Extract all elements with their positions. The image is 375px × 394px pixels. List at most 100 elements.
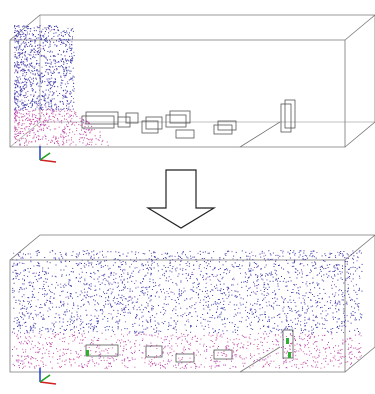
particle bbox=[308, 307, 310, 309]
particle bbox=[200, 299, 201, 301]
particle bbox=[50, 291, 52, 293]
particle bbox=[22, 348, 24, 350]
particle bbox=[94, 309, 96, 311]
particle bbox=[163, 275, 165, 277]
particle bbox=[58, 144, 60, 146]
particle bbox=[52, 85, 53, 87]
particle bbox=[71, 60, 73, 62]
particle bbox=[108, 295, 109, 297]
particle bbox=[166, 253, 168, 255]
particle bbox=[35, 351, 37, 353]
particle bbox=[23, 95, 25, 97]
particle bbox=[44, 93, 46, 95]
particle bbox=[305, 275, 307, 277]
particle bbox=[55, 128, 57, 130]
particle bbox=[64, 283, 66, 285]
particle bbox=[320, 307, 321, 309]
box-back-edge bbox=[9, 121, 41, 148]
particle bbox=[338, 352, 340, 354]
particle bbox=[30, 122, 32, 124]
particles-before bbox=[14, 25, 109, 146]
particle bbox=[69, 285, 71, 287]
particle bbox=[178, 357, 180, 359]
particle bbox=[181, 339, 183, 341]
particle bbox=[248, 277, 250, 279]
particle bbox=[249, 262, 251, 264]
particle bbox=[29, 123, 30, 125]
particle bbox=[189, 357, 191, 359]
particle bbox=[99, 136, 101, 138]
particle bbox=[29, 83, 31, 85]
particle bbox=[173, 328, 175, 330]
particle bbox=[221, 307, 223, 309]
particle bbox=[98, 363, 100, 365]
particle bbox=[301, 306, 303, 308]
particle bbox=[30, 328, 32, 330]
particle bbox=[190, 307, 192, 309]
particle bbox=[285, 361, 287, 363]
particle bbox=[202, 318, 204, 320]
particle bbox=[30, 362, 32, 364]
particle bbox=[117, 310, 119, 312]
particle bbox=[24, 269, 26, 270]
particle bbox=[356, 303, 358, 305]
particle bbox=[56, 282, 57, 284]
particle bbox=[30, 141, 32, 143]
particle bbox=[222, 298, 224, 300]
particle bbox=[52, 250, 54, 252]
particle bbox=[17, 80, 19, 81]
particle bbox=[169, 361, 171, 363]
particle bbox=[70, 350, 72, 352]
particle bbox=[100, 266, 102, 268]
particle bbox=[22, 314, 24, 315]
particle bbox=[121, 264, 123, 265]
particle bbox=[254, 283, 255, 285]
particle bbox=[28, 356, 30, 358]
particle bbox=[84, 137, 86, 139]
particle bbox=[60, 82, 62, 84]
particle bbox=[111, 318, 113, 320]
particle bbox=[249, 338, 251, 340]
particle bbox=[278, 314, 280, 316]
particle bbox=[54, 68, 55, 70]
particle bbox=[52, 94, 54, 96]
particle bbox=[240, 304, 242, 306]
particle bbox=[21, 103, 23, 105]
particle bbox=[157, 363, 159, 365]
particle bbox=[49, 262, 51, 264]
particle bbox=[99, 354, 101, 356]
particle bbox=[343, 304, 345, 306]
particle bbox=[40, 37, 42, 39]
particle bbox=[279, 313, 281, 315]
particle bbox=[223, 304, 225, 305]
particle bbox=[201, 290, 203, 292]
particle bbox=[345, 340, 347, 342]
particle bbox=[50, 343, 52, 345]
particle bbox=[306, 257, 308, 259]
particle bbox=[64, 83, 66, 85]
particle bbox=[151, 260, 153, 262]
particle bbox=[325, 315, 327, 317]
particle bbox=[272, 348, 274, 350]
particle bbox=[299, 343, 301, 345]
particle bbox=[124, 341, 126, 343]
particle bbox=[146, 327, 148, 329]
particle bbox=[33, 272, 35, 274]
particle bbox=[151, 364, 153, 366]
particle bbox=[81, 276, 83, 278]
particle bbox=[90, 324, 92, 326]
particle bbox=[23, 270, 25, 272]
particle bbox=[14, 25, 16, 27]
particle bbox=[216, 287, 218, 289]
particle bbox=[337, 350, 339, 352]
particle bbox=[216, 335, 218, 337]
particle bbox=[148, 269, 149, 271]
particle bbox=[74, 124, 76, 126]
particle bbox=[65, 260, 67, 262]
particle bbox=[35, 358, 37, 360]
particle bbox=[207, 324, 209, 326]
particle bbox=[33, 68, 35, 69]
particle bbox=[25, 104, 27, 106]
particle bbox=[53, 36, 55, 38]
particle bbox=[168, 276, 170, 278]
